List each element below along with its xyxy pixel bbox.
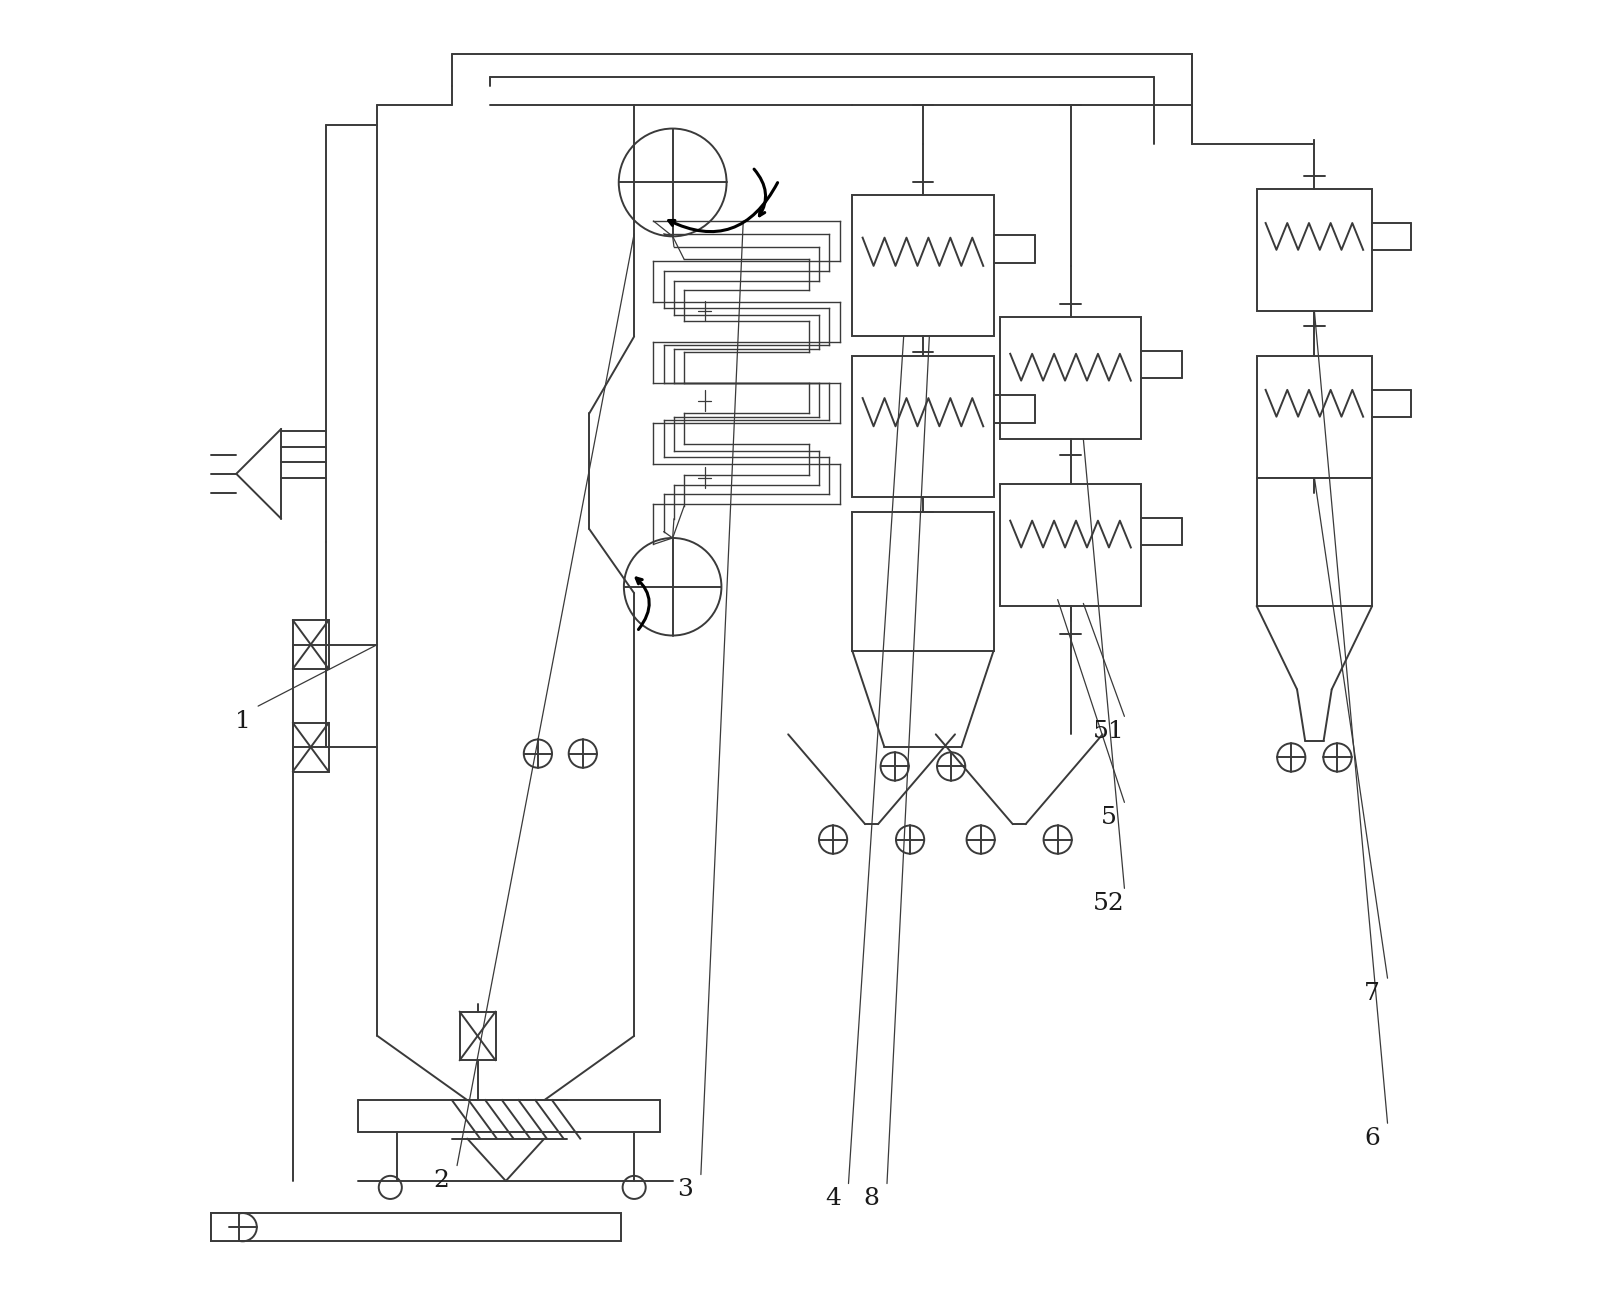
Bar (852, 196, 993, 336)
Bar (460, 1012, 495, 1061)
Bar (1000, 317, 1141, 440)
Text: 3: 3 (678, 1178, 694, 1201)
Bar (852, 356, 993, 496)
Bar (293, 723, 328, 772)
Text: 51: 51 (1093, 721, 1125, 744)
Bar (852, 512, 993, 651)
Bar (210, 1213, 239, 1241)
Bar (1000, 485, 1141, 606)
Bar (293, 620, 328, 669)
Text: 4: 4 (825, 1187, 841, 1210)
Bar (1256, 356, 1373, 478)
Text: 52: 52 (1093, 892, 1125, 915)
Bar (210, 1213, 622, 1241)
Text: 8: 8 (863, 1187, 879, 1210)
Bar (1256, 189, 1373, 311)
Text: 5: 5 (1101, 806, 1117, 829)
Text: 7: 7 (1365, 982, 1379, 1005)
Text: 2: 2 (434, 1169, 450, 1192)
Bar (1256, 478, 1373, 606)
Text: 1: 1 (235, 710, 250, 733)
Text: 6: 6 (1365, 1127, 1379, 1150)
